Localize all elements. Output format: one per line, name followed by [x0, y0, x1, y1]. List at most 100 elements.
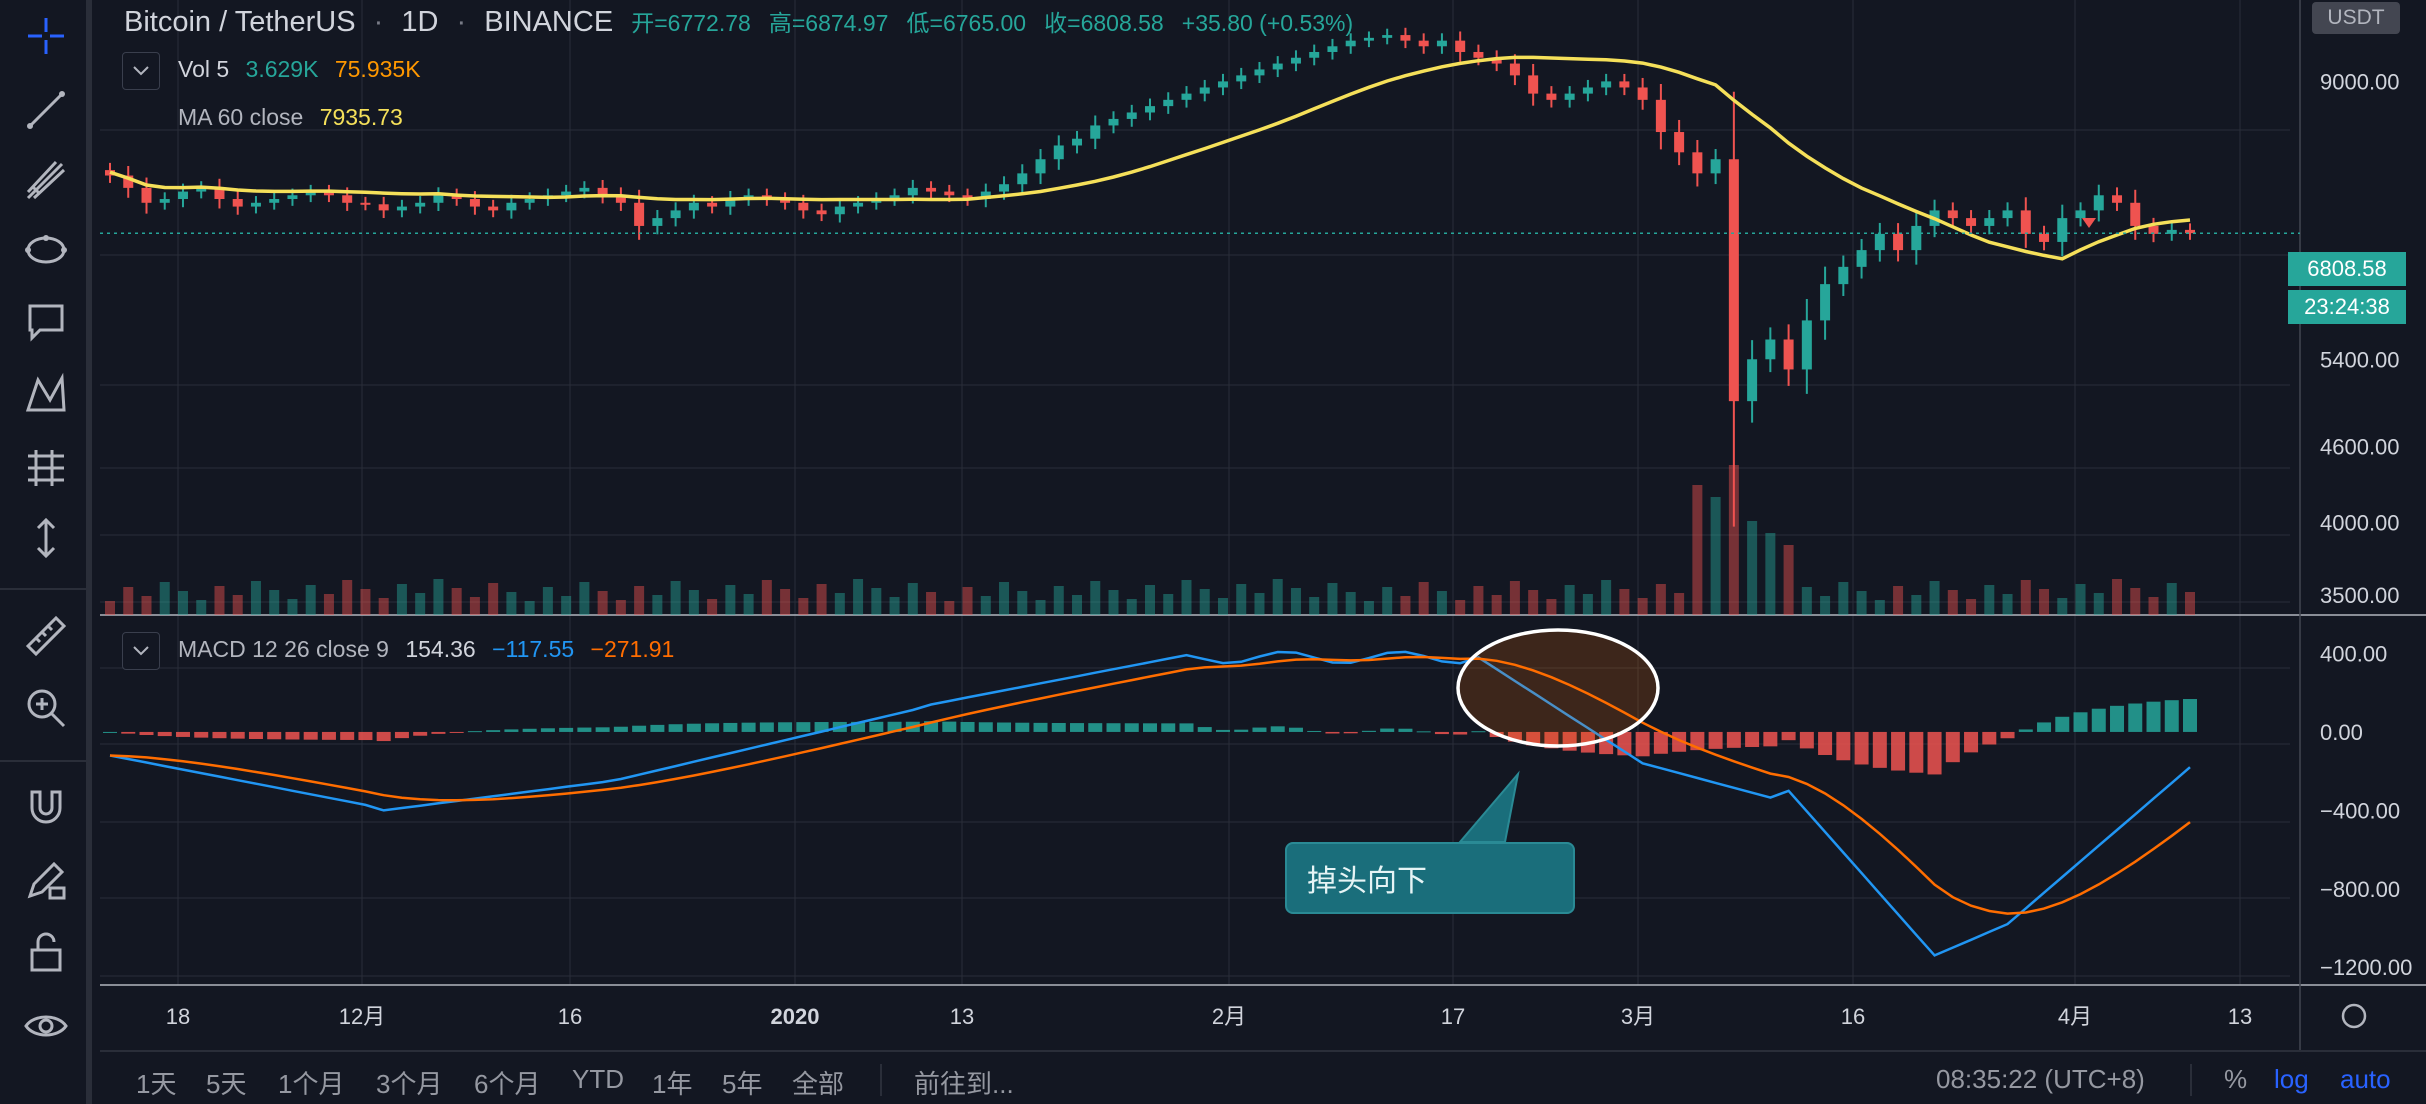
sell-marker-icon [2082, 218, 2096, 228]
last-price-badge: 6808.58 [2288, 252, 2406, 286]
volume-bar [1017, 591, 1028, 615]
lock-draw-icon[interactable] [14, 848, 78, 912]
volume-bar [105, 601, 115, 615]
ruler-icon[interactable] [14, 604, 78, 668]
annotation-callout[interactable]: 掉头向下 [1285, 842, 1575, 914]
volume-bar [1765, 533, 1776, 615]
candle-body [926, 187, 937, 192]
volume-bar [1199, 589, 1210, 615]
volume-bar [1801, 587, 1812, 615]
trend-line-icon[interactable] [14, 78, 78, 142]
eye-icon[interactable] [14, 994, 78, 1058]
candle-body [1911, 225, 1922, 251]
macd-histogram-bar [212, 731, 227, 739]
candle-body [1418, 40, 1429, 47]
pitchfork-icon[interactable] [14, 148, 78, 212]
volume-bar [1783, 545, 1794, 615]
volume-bar [1418, 582, 1429, 615]
volume-bar [2148, 597, 2159, 615]
macd-histogram-bar [358, 731, 373, 741]
prediction-icon[interactable] [14, 436, 78, 500]
currency-badge[interactable]: USDT [2312, 2, 2400, 34]
volume-bar [1345, 592, 1356, 615]
auto-scale-toggle[interactable]: auto [2340, 1064, 2391, 1094]
text-note-icon[interactable] [14, 290, 78, 354]
price-axis-tick: 4000.00 [2320, 511, 2400, 536]
candle-body [323, 191, 334, 196]
candle-body [1509, 63, 1520, 76]
volume-bar [561, 596, 572, 615]
range-1y[interactable]: 1年 [652, 1069, 693, 1099]
volume-bar [1145, 585, 1155, 615]
price-axis-tick: 4600.00 [2320, 435, 2400, 460]
range-5y[interactable]: 5年 [722, 1069, 763, 1099]
candle-body [1856, 250, 1867, 267]
candle-body [1765, 339, 1776, 360]
macd-histogram-bar [759, 722, 774, 732]
volume-bar [634, 586, 645, 615]
macd-histogram-bar [960, 721, 975, 732]
candle-body [506, 202, 517, 211]
range-all[interactable]: 全部 [792, 1069, 845, 1099]
gear-icon[interactable] [2341, 1003, 2367, 1029]
ma-legend-value: 7935.73 [319, 104, 403, 130]
macd-histogram-bar [1653, 731, 1668, 754]
candle-body [1455, 40, 1466, 52]
macd-histogram-bar [1745, 731, 1760, 748]
goto-date-button[interactable]: 前往到... [914, 1069, 1014, 1099]
unlock-icon[interactable] [14, 920, 78, 984]
volume-bar [780, 589, 791, 615]
range-1d[interactable]: 1天 [136, 1069, 177, 1099]
range-1m[interactable]: 1个月 [278, 1069, 345, 1099]
volume-bar [1546, 599, 1557, 615]
macd-histogram-bar [504, 729, 519, 732]
macd-histogram-bar [321, 731, 336, 740]
volume-bar [798, 598, 809, 615]
clock-timezone[interactable]: 08:35:22 (UTC+8) [1936, 1064, 2145, 1094]
range-5d[interactable]: 5天 [206, 1069, 247, 1099]
macd-histogram-bar [1836, 731, 1851, 761]
ellipse-icon[interactable] [14, 218, 78, 282]
volume-bar [707, 599, 718, 615]
volume-bar [944, 601, 955, 615]
macd-histogram-bar [139, 731, 154, 735]
candle-body [1692, 152, 1703, 174]
candle-body [1528, 75, 1539, 94]
candle-body [1017, 173, 1028, 185]
measure-arrow-icon[interactable] [14, 506, 78, 570]
candle-body [2148, 225, 2159, 234]
chart-area[interactable]: 9000.00 5400.00 4600.00 4000.00 3500.00 400.0… [100, 0, 2426, 1050]
range-6m[interactable]: 6个月 [474, 1069, 541, 1099]
log-scale-toggle[interactable]: log [2274, 1064, 2309, 1094]
macd-histogram-bar [942, 721, 957, 732]
candle-body [1400, 35, 1411, 41]
price-chart[interactable]: 9000.00 5400.00 4600.00 4000.00 3500.00 400.0… [100, 0, 2426, 1050]
macd-histogram-bar [1088, 723, 1103, 732]
magnet-icon[interactable] [14, 776, 78, 840]
macd-histogram-bar [340, 731, 355, 740]
macd-histogram-bar [1270, 726, 1285, 732]
macd-histogram-bar [851, 721, 866, 732]
volume-legend-name: Vol 5 [178, 56, 230, 82]
crosshair-icon[interactable] [14, 4, 78, 68]
legend-collapse-button[interactable] [122, 52, 160, 90]
volume-bar [889, 597, 900, 615]
macd-histogram-bar [559, 727, 574, 732]
macd-collapse-button[interactable] [122, 632, 160, 670]
percent-scale-toggle[interactable]: % [2224, 1064, 2248, 1094]
macd-histogram-bar [1051, 722, 1066, 732]
interval-label[interactable]: 1D [401, 6, 439, 38]
candle-body [944, 191, 955, 196]
time-axis-tick: 13 [2228, 1004, 2252, 1029]
range-ytd[interactable]: YTD [572, 1064, 624, 1094]
open-value: 开=6772.78 [631, 10, 751, 36]
candle-body [1655, 99, 1666, 133]
pattern-icon[interactable] [14, 362, 78, 426]
volume-bar [396, 584, 407, 615]
symbol-name[interactable]: Bitcoin / TetherUS [124, 6, 356, 38]
range-3m[interactable]: 3个月 [376, 1069, 443, 1099]
macd-histogram-bar [248, 731, 263, 739]
zoom-in-icon[interactable] [14, 676, 78, 740]
macd-histogram-bar [2018, 729, 2033, 732]
volume-legend-v1: 3.629K [245, 56, 319, 82]
